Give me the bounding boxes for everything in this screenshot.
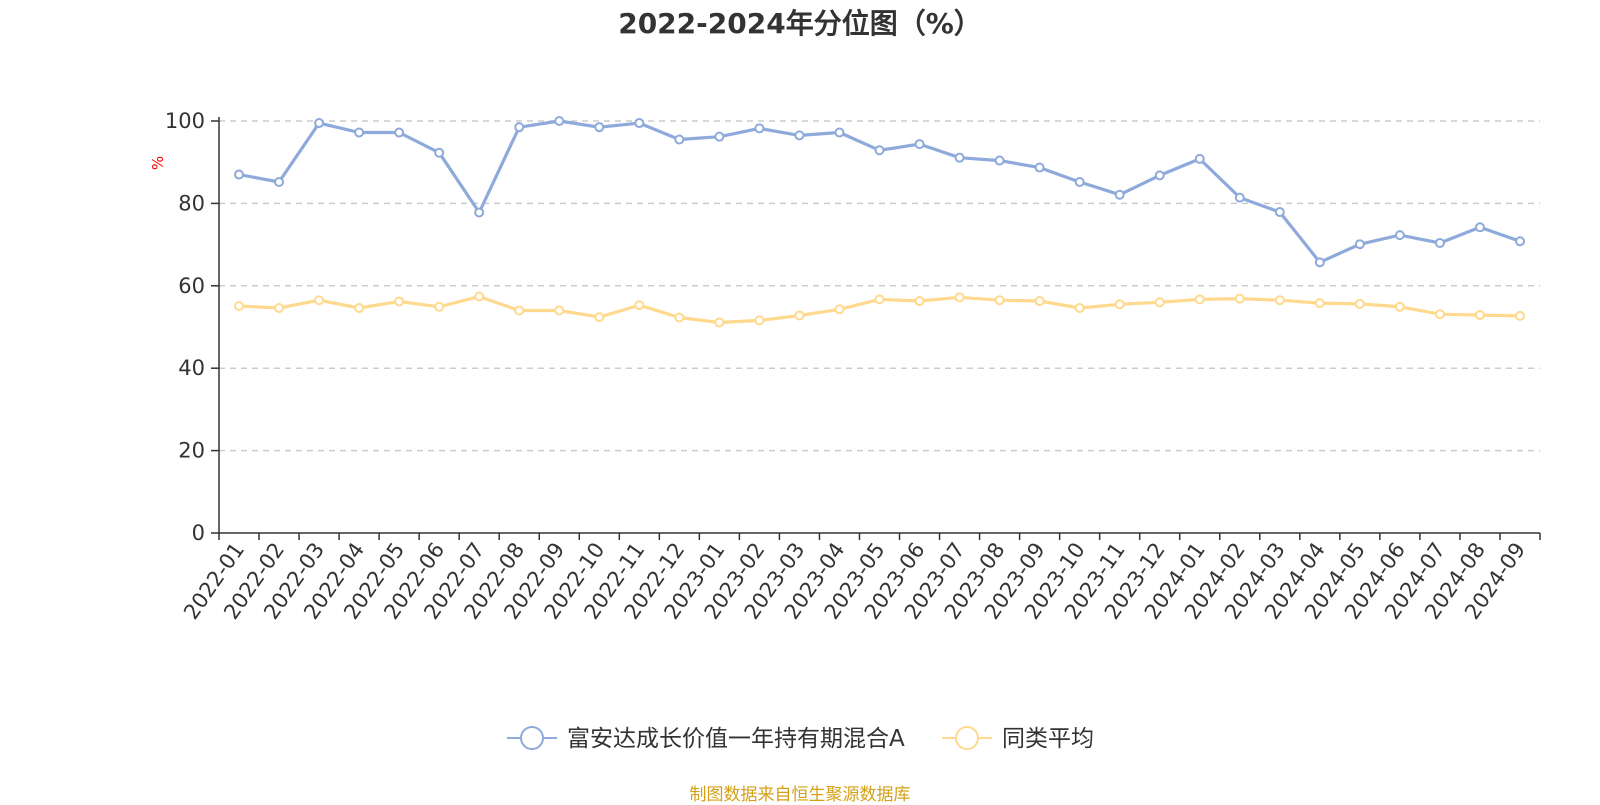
data-point [634,118,645,129]
data-point [234,300,245,311]
data-point [994,155,1005,166]
series-lines [234,116,1525,328]
data-point [1034,162,1045,173]
data-point [1434,237,1445,248]
data-point [1034,296,1045,307]
y-tick-label: 80 [178,191,205,215]
data-point [1314,257,1325,268]
legend-label: 同类平均 [1002,726,1094,752]
data-point [1314,298,1325,309]
data-point [834,304,845,315]
y-tick-label: 20 [178,439,205,463]
y-tick-label: 60 [178,274,205,298]
source-note: 制图数据来自恒生聚源数据库 [689,785,911,805]
data-point [1194,294,1205,305]
y-tick-label: 0 [192,521,205,545]
data-point [1514,310,1525,321]
data-point [1354,239,1365,250]
data-point [674,312,685,323]
legend-item-2[interactable]: 同类平均 [942,726,1094,752]
data-point [754,123,765,134]
data-point [554,116,565,126]
data-point [434,301,445,312]
data-point [1114,189,1125,200]
data-point [834,127,845,138]
data-point [874,294,885,305]
data-point [714,131,725,142]
data-point [1354,298,1365,309]
y-tick-label: 40 [178,356,205,380]
data-point [274,176,285,187]
series-2 [234,291,1525,328]
data-point [514,122,525,133]
chart-title: 2022-2024年分位图（%） [618,7,982,40]
data-point [754,315,765,326]
data-point [914,139,925,150]
data-point [994,295,1005,306]
data-point [1474,222,1485,233]
legend-item-1[interactable]: 富安达成长价值一年持有期混合A [507,726,905,752]
data-point [1394,301,1405,312]
legend[interactable]: 富安达成长价值一年持有期混合A 同类平均 [507,726,1094,752]
data-point [1114,299,1125,310]
data-point [314,295,325,306]
data-point [394,296,405,307]
data-point [474,207,485,218]
data-point [1474,310,1485,321]
data-point [1514,236,1525,247]
data-point [594,122,605,133]
data-point [714,317,725,328]
data-point [874,145,885,156]
data-point [794,310,805,321]
axes: 0204060801002022-012022-022022-032022-04… [165,109,1541,624]
data-point [394,127,405,138]
data-point [1434,309,1445,320]
data-point [1274,207,1285,218]
y-axis-label: % [149,156,167,170]
data-point [914,296,925,307]
grid-lines [219,120,1540,452]
data-point [1234,192,1245,203]
data-point [1154,170,1165,181]
y-tick-label: 100 [165,109,205,133]
data-point [954,292,965,303]
data-point [274,303,285,314]
legend-label: 富安达成长价值一年持有期混合A [567,726,905,752]
data-point [554,305,565,316]
data-point [474,291,485,302]
data-point [1234,293,1245,304]
data-point [1194,153,1205,164]
data-point [1154,297,1165,308]
data-point [634,300,645,311]
data-point [1274,295,1285,306]
data-point [354,303,365,314]
data-point [954,152,965,163]
data-point [1074,176,1085,187]
series-1 [234,116,1525,268]
data-point [314,118,325,129]
data-point [594,312,605,323]
data-point [1394,230,1405,241]
data-point [674,134,685,145]
series-line [238,119,1521,264]
legend-marker [520,726,544,750]
data-point [514,305,525,316]
data-point [1074,303,1085,314]
legend-marker [955,726,979,750]
data-point [354,127,365,138]
data-point [794,130,805,141]
data-point [434,147,445,158]
data-point [234,169,245,180]
